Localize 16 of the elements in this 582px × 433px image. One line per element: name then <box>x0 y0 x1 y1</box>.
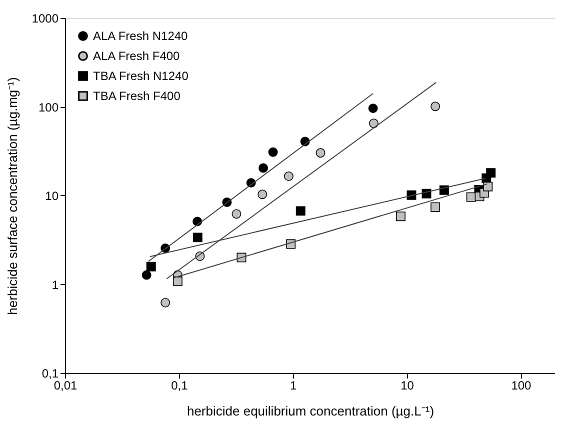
x-axis-title: herbicide equilibrium concentration (µg.L⁻¹) <box>186 404 434 418</box>
legend-label: ALA Fresh F400 <box>93 49 180 63</box>
y-tick-label: 1000 <box>32 12 59 26</box>
y-tick-label: 100 <box>38 100 59 114</box>
x-tick-label: 0,01 <box>54 378 78 392</box>
y-tick-label: 0,1 <box>42 366 59 380</box>
x-tick-label: 10 <box>400 378 414 392</box>
legend-label: TBA Fresh N1240 <box>93 69 189 83</box>
legend-label: ALA Fresh N1240 <box>93 29 188 43</box>
x-tick-label: 0,1 <box>171 378 188 392</box>
y-tick-label: 10 <box>45 189 59 203</box>
y-axis-title: herbicide surface concentration (µg.mg⁻¹) <box>4 77 20 315</box>
x-tick-label: 1 <box>290 378 298 392</box>
y-tick-label: 1 <box>52 278 59 292</box>
x-tick-label: 100 <box>511 378 532 392</box>
legend-label: TBA Fresh F400 <box>93 89 181 103</box>
